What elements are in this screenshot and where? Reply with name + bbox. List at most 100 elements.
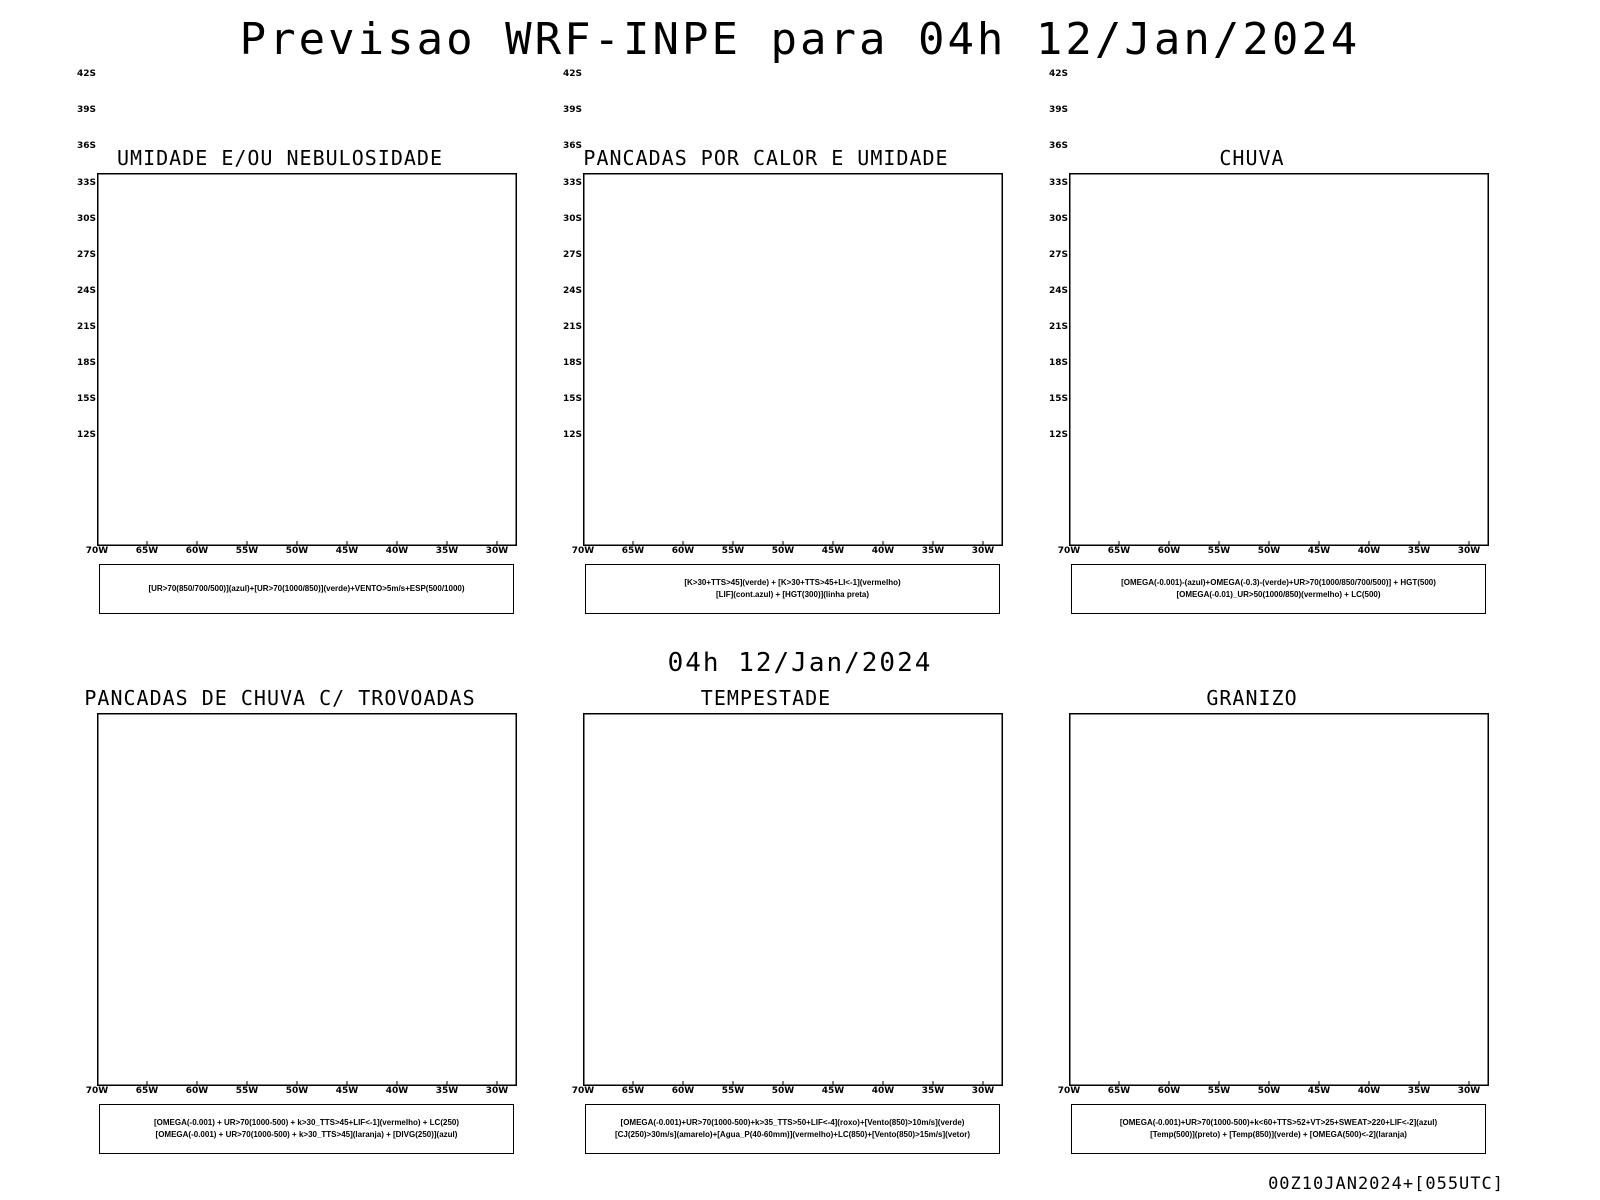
lon-tick-label: 55W xyxy=(721,1086,745,1096)
lon-tick-label: 45W xyxy=(335,546,359,556)
legend-line: [OMEGA(-0.001)+UR>70(1000-500)+k>35_TTS>… xyxy=(620,1118,965,1127)
map-panel-4: PANCADAS DE CHUVA C/ TROVOADAS 12S 15S 18S 2… xyxy=(60,69,517,1176)
lat-tick-label: 39S xyxy=(563,105,583,116)
lon-tick-label: 40W xyxy=(871,546,895,556)
valid-time-label: 04h 12/Jan/2024 xyxy=(667,648,933,678)
lon-tick-label: 70W xyxy=(85,1086,109,1096)
lat-tick-label: 12S xyxy=(563,430,583,441)
lon-tick-label: 40W xyxy=(1357,1086,1381,1096)
legend-line: [OMEGA(-0.001) + UR>70(1000-500) + k>30_… xyxy=(155,1130,458,1139)
lon-tick-label: 35W xyxy=(1407,546,1431,556)
lon-tick-label: 50W xyxy=(1257,546,1281,556)
lat-tick-label: 33S xyxy=(77,177,97,188)
lat-tick-label: 18S xyxy=(77,358,97,369)
lon-tick-label: 55W xyxy=(1207,1086,1231,1096)
lat-tick-label: 21S xyxy=(77,321,97,332)
lat-tick-label: 30S xyxy=(563,213,583,224)
lat-tick-label: 21S xyxy=(1049,321,1069,332)
lat-tick-label: 18S xyxy=(563,358,583,369)
legend-line: [OMEGA(-0.001)-(azul)+OMEGA(-0.3)-(verde… xyxy=(1121,578,1436,587)
lon-tick-label: 65W xyxy=(1107,546,1131,556)
lon-tick-label: 30W xyxy=(971,546,995,556)
lat-tick-label: 30S xyxy=(1049,213,1069,224)
forecast-map: 404040 12S 15S 18S 21S 24S 27S 30S 33S 36S 39S 42S 7… xyxy=(563,69,1003,1096)
lon-tick-label: 60W xyxy=(185,1086,209,1096)
lon-tick-label: 65W xyxy=(621,1086,645,1096)
map-canvas: 404040 xyxy=(583,713,1003,1086)
main-title: Previsao WRF-INPE para 04h 12/Jan/2024 xyxy=(239,14,1361,65)
panel-title: PANCADAS POR CALOR E UMIDADE xyxy=(583,146,949,170)
panel-title: CHUVA xyxy=(1219,146,1285,170)
lon-tick-label: 40W xyxy=(385,546,409,556)
map-panel-5: TEMPESTADE 404040 12S 15S 18S 21S 24S 27S 30S 33S… xyxy=(546,69,1003,1176)
lat-tick-label: 12S xyxy=(1049,430,1069,441)
lat-tick-label: 21S xyxy=(563,321,583,332)
lon-tick-label: 70W xyxy=(571,546,595,556)
lon-tick-label: 45W xyxy=(335,1086,359,1096)
map-panel-2: PANCADAS POR CALOR E UMIDADE 960096009600… xyxy=(546,146,1003,636)
lat-tick-label: 42S xyxy=(563,69,583,80)
lat-tick-label: 27S xyxy=(563,249,583,260)
lat-tick-label: 24S xyxy=(77,285,97,296)
lon-tick-label: 30W xyxy=(1457,1086,1481,1096)
lon-tick-label: 55W xyxy=(235,1086,259,1096)
lon-tick-label: 50W xyxy=(771,1086,795,1096)
lon-tick-label: 70W xyxy=(1057,546,1081,556)
lon-tick-label: 70W xyxy=(571,1086,595,1096)
lat-tick-label: 36S xyxy=(77,141,97,152)
lat-tick-label: 30S xyxy=(77,213,97,224)
legend-line: [CJ(250)>30m/s](amarelo)+[Agua_P(40-60mm… xyxy=(614,1130,970,1139)
lon-tick-label: 45W xyxy=(1307,546,1331,556)
lat-tick-label: 18S xyxy=(1049,358,1069,369)
legend-line: [K>30+TTS>45](verde) + [K>30+TTS>45+LI<-… xyxy=(684,578,901,587)
legend-line: [OMEGA(-0.001)+UR>70(1000-500)+k<60+TTS>… xyxy=(1119,1118,1438,1127)
map-canvas: 9600960096009520952094409440936092809280 xyxy=(583,173,1003,546)
lon-tick-label: 60W xyxy=(185,546,209,556)
forecast-map: 58557957657357056757357657958212S15S18S2… xyxy=(1058,173,1489,556)
lon-tick-label: 45W xyxy=(1307,1086,1331,1096)
map-panel-1: UMIDADE E/OU NEBULOSIDADE 101210121012101… xyxy=(60,146,517,636)
lon-tick-label: 40W xyxy=(385,1086,409,1096)
lon-tick-label: 60W xyxy=(671,546,695,556)
lon-tick-label: 35W xyxy=(921,1086,945,1096)
forecast-map: 9600960096009520952094409440936092809280… xyxy=(572,173,1003,556)
panel-legend: [K>30+TTS>45](verde) + [K>30+TTS>45+LI<-… xyxy=(585,564,1000,614)
lat-tick-label: 36S xyxy=(563,141,583,152)
panel-title: PANCADAS DE CHUVA C/ TROVOADAS xyxy=(84,686,476,710)
lat-tick-label: 27S xyxy=(77,249,97,260)
lon-tick-label: 50W xyxy=(285,1086,309,1096)
map-canvas xyxy=(97,713,517,1086)
lon-tick-label: 70W xyxy=(1057,1086,1081,1096)
lon-tick-label: 35W xyxy=(435,1086,459,1096)
legend-line: [OMEGA(-0.001) + UR>70(1000-500) + k>30_… xyxy=(153,1118,459,1127)
lat-tick-label: 15S xyxy=(1049,394,1069,405)
lon-tick-label: 40W xyxy=(1357,546,1381,556)
lat-tick-label: 39S xyxy=(77,105,97,116)
panel-legend: [OMEGA(-0.001)-(azul)+OMEGA(-0.3)-(verde… xyxy=(1071,564,1486,614)
lon-tick-label: 60W xyxy=(1157,546,1181,556)
lon-tick-label: 45W xyxy=(821,546,845,556)
lat-tick-label: 15S xyxy=(77,394,97,405)
legend-line: [LIF](cont.azul) + [HGT(300)](linha pret… xyxy=(715,590,870,599)
panel-legend: [UR>70(850/700/500)](azul)+[UR>70(1000/8… xyxy=(99,564,514,614)
lon-tick-label: 65W xyxy=(621,546,645,556)
lat-tick-label: 36S xyxy=(1049,141,1069,152)
lon-tick-label: 65W xyxy=(135,546,159,556)
lon-tick-label: 55W xyxy=(235,546,259,556)
lat-tick-label: 33S xyxy=(1049,177,1069,188)
lon-tick-label: 70W xyxy=(85,546,109,556)
lon-tick-label: 35W xyxy=(921,546,945,556)
lat-tick-label: 12S xyxy=(77,430,97,441)
lon-tick-label: 65W xyxy=(1107,1086,1131,1096)
lat-tick-label: 39S xyxy=(1049,105,1069,116)
map-canvas: 121212161618 xyxy=(1069,713,1489,1086)
run-info-footer: 00Z10JAN2024+[055UTC] xyxy=(1268,1174,1504,1194)
forecast-map: 12S 15S 18S 21S 24S 27S 30S 33S 36S 39S 42S 70W 65W 6… xyxy=(77,69,517,1096)
lat-tick-label: 42S xyxy=(1049,69,1069,80)
lat-tick-label: 33S xyxy=(563,177,583,188)
forecast-map: 1012101210121012101610201008100810121016… xyxy=(86,173,517,556)
lon-tick-label: 30W xyxy=(485,1086,509,1096)
lon-tick-label: 35W xyxy=(1407,1086,1431,1096)
panel-title: UMIDADE E/OU NEBULOSIDADE xyxy=(116,146,444,170)
lon-tick-label: 45W xyxy=(821,1086,845,1096)
